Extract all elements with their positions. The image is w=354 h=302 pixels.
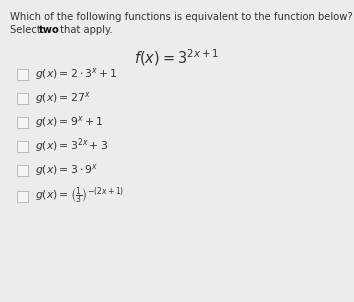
FancyBboxPatch shape — [17, 142, 29, 153]
FancyBboxPatch shape — [17, 94, 29, 104]
Text: $f(x) = 3^{2x+1}$: $f(x) = 3^{2x+1}$ — [135, 47, 219, 68]
Text: $g(x) = 3 \cdot 9^{x}$: $g(x) = 3 \cdot 9^{x}$ — [35, 162, 98, 178]
Text: $g(x) = \left(\frac{1}{3}\right)^{-(2x+1)}$: $g(x) = \left(\frac{1}{3}\right)^{-(2x+1… — [35, 185, 124, 207]
FancyBboxPatch shape — [17, 191, 29, 203]
Text: $g(x) = 9^{x} + 1$: $g(x) = 9^{x} + 1$ — [35, 114, 103, 130]
Text: $g(x) = 2 \cdot 3^{x} + 1$: $g(x) = 2 \cdot 3^{x} + 1$ — [35, 66, 118, 82]
FancyBboxPatch shape — [17, 117, 29, 128]
Text: $g(x) = 3^{2x} + 3$: $g(x) = 3^{2x} + 3$ — [35, 137, 108, 155]
FancyBboxPatch shape — [17, 69, 29, 81]
Text: $g(x) = 27^{x}$: $g(x) = 27^{x}$ — [35, 90, 91, 106]
Text: two: two — [39, 25, 60, 35]
Text: Which of the following functions is equivalent to the function below?: Which of the following functions is equi… — [10, 12, 353, 22]
Text: that apply.: that apply. — [57, 25, 113, 35]
Text: Select: Select — [10, 25, 44, 35]
FancyBboxPatch shape — [17, 165, 29, 176]
